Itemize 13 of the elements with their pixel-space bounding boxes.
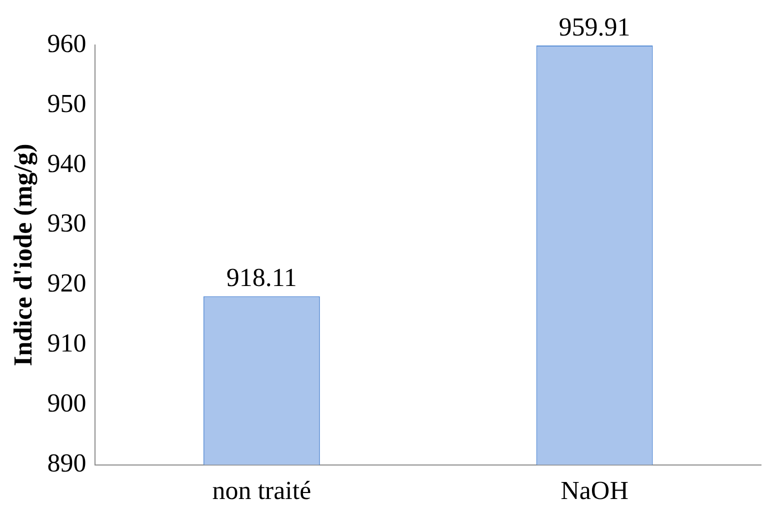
y-tick-label: 890 xyxy=(47,448,86,478)
data-label: 918.11 xyxy=(226,263,297,292)
y-tick-label: 910 xyxy=(47,328,86,358)
y-tick-label: 950 xyxy=(47,88,86,118)
y-tick-label: 930 xyxy=(47,208,86,238)
x-tick-label: NaOH xyxy=(560,476,629,506)
y-axis-title: Indice d'iode (mg/g) xyxy=(8,144,38,366)
x-tick-label: non traité xyxy=(212,476,312,506)
data-label: 959.91 xyxy=(558,12,630,42)
y-tick-label: 920 xyxy=(47,268,86,298)
y-tick-label: 940 xyxy=(47,148,86,178)
y-tick-label: 900 xyxy=(47,388,86,418)
y-tick-label: 960 xyxy=(47,28,86,58)
